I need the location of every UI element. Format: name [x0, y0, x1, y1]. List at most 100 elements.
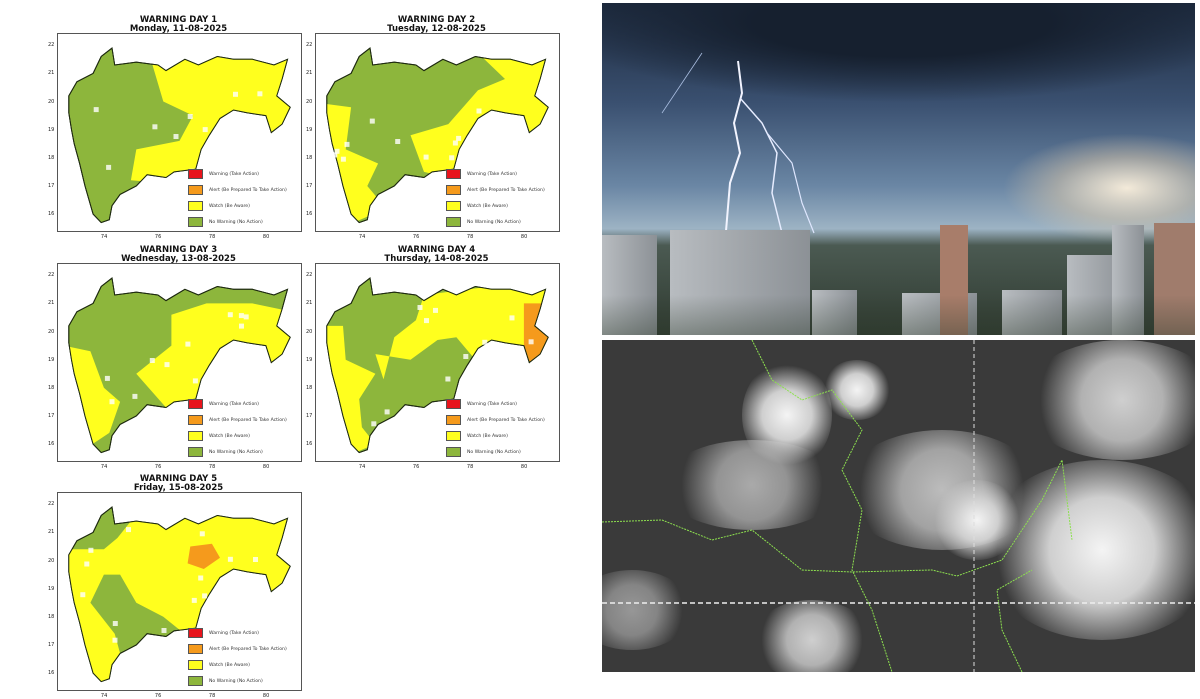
legend-label: Alert (Be Prepared To Take Action): [209, 647, 287, 652]
district-icon: [253, 557, 258, 562]
legend-item: Alert (Be Prepared To Take Action): [188, 641, 287, 657]
map-frame: 22 21 20 19 18 17 16 74 76 78 80 Warning (Take Acti…: [57, 263, 302, 462]
legend-swatch: [188, 660, 203, 670]
x-tick-label: 76: [155, 693, 161, 699]
district-icon: [233, 92, 238, 97]
y-tick-label: 16: [306, 211, 312, 217]
map-title: WARNING DAY 1 Monday, 11-08-2025: [57, 16, 300, 34]
x-tick-label: 76: [155, 234, 161, 240]
legend-label: Warning (Take Action): [209, 172, 259, 177]
map-legend: Warning (Take Action) Alert (Be Prepared …: [446, 396, 545, 460]
map-title: WARNING DAY 2 Tuesday, 12-08-2025: [315, 16, 558, 34]
y-tick-label: 18: [48, 385, 54, 391]
district-icon: [482, 340, 487, 345]
lightning-over-city-photo: [602, 3, 1195, 335]
y-tick-label: 19: [306, 357, 312, 363]
legend-swatch: [188, 399, 203, 409]
legend-swatch: [446, 185, 461, 195]
district-icon: [476, 363, 481, 368]
y-tick-label: 21: [48, 300, 54, 306]
x-tick-label: 74: [101, 234, 107, 240]
district-icon: [335, 149, 340, 154]
district-icon: [185, 342, 190, 347]
district-icon: [510, 315, 515, 320]
district-icon: [341, 157, 346, 162]
map-legend: Warning (Take Action) Alert (Be Prepared …: [446, 166, 545, 230]
legend-swatch: [188, 169, 203, 179]
district-icon: [383, 426, 388, 431]
legend-swatch: [188, 447, 203, 457]
x-tick-label: 76: [155, 464, 161, 470]
district-icon: [418, 305, 423, 310]
legend-item: Alert (Be Prepared To Take Action): [188, 412, 287, 428]
y-tick-label: 19: [48, 127, 54, 133]
legend-swatch: [446, 217, 461, 227]
district-icon: [244, 314, 249, 319]
legend-item: Warning (Take Action): [446, 166, 545, 182]
district-icon: [110, 399, 115, 404]
district-icon: [188, 114, 193, 119]
legend-swatch: [188, 185, 203, 195]
x-tick-label: 78: [209, 464, 215, 470]
legend-label: Alert (Be Prepared To Take Action): [209, 418, 287, 423]
legend-label: No Warning (No Action): [209, 679, 263, 684]
legend-label: No Warning (No Action): [209, 220, 263, 225]
legend-item: Watch (Be Aware): [188, 198, 287, 214]
legend-swatch: [188, 644, 203, 654]
legend-swatch: [446, 399, 461, 409]
district-icon: [113, 638, 118, 643]
district-icon: [193, 378, 198, 383]
district-icon: [424, 318, 429, 323]
legend-item: No Warning (No Action): [446, 444, 545, 460]
legend-label: Watch (Be Aware): [467, 434, 508, 439]
district-icon: [113, 621, 118, 626]
map-legend: Warning (Take Action) Alert (Be Prepared …: [188, 396, 287, 460]
legend-item: Alert (Be Prepared To Take Action): [446, 412, 545, 428]
y-tick-label: 22: [48, 501, 54, 507]
district-icon: [490, 390, 495, 395]
legend-swatch: [188, 628, 203, 638]
district-icon: [456, 136, 461, 141]
district-icon: [152, 124, 157, 129]
map-legend: Warning (Take Action) Alert (Be Prepared …: [188, 166, 287, 230]
district-icon: [200, 531, 205, 536]
x-tick-label: 76: [413, 234, 419, 240]
legend-item: Alert (Be Prepared To Take Action): [188, 182, 287, 198]
district-icon: [192, 598, 197, 603]
legend-item: Watch (Be Aware): [446, 428, 545, 444]
district-icon: [80, 592, 85, 597]
district-icon: [463, 354, 468, 359]
x-tick-label: 80: [263, 693, 269, 699]
legend-item: Watch (Be Aware): [188, 657, 287, 673]
district-icon: [515, 363, 520, 368]
district-icon: [132, 394, 137, 399]
district-icon: [106, 165, 111, 170]
y-tick-label: 22: [306, 42, 312, 48]
legend-label: Alert (Be Prepared To Take Action): [467, 418, 545, 423]
map-frame: 22 21 20 19 18 17 16 74 76 78 80 Warning (Take Acti…: [315, 33, 560, 232]
y-tick-label: 17: [306, 413, 312, 419]
legend-item: Warning (Take Action): [446, 396, 545, 412]
y-tick-label: 18: [306, 155, 312, 161]
district-icon: [453, 141, 458, 146]
district-icon: [494, 115, 499, 120]
district-icon: [154, 191, 159, 196]
y-tick-label: 18: [48, 155, 54, 161]
district-icon: [210, 379, 215, 384]
y-tick-label: 20: [48, 558, 54, 564]
y-tick-label: 18: [48, 614, 54, 620]
x-tick-label: 80: [521, 234, 527, 240]
district-icon: [174, 134, 179, 139]
y-tick-label: 16: [48, 441, 54, 447]
legend-label: Alert (Be Prepared To Take Action): [209, 188, 287, 193]
legend-swatch: [446, 201, 461, 211]
x-tick-label: 74: [101, 693, 107, 699]
district-icon: [203, 127, 208, 132]
district-icon: [433, 308, 438, 313]
map-title: WARNING DAY 5 Friday, 15-08-2025: [57, 475, 300, 493]
legend-label: No Warning (No Action): [209, 450, 263, 455]
district-icon: [477, 109, 482, 114]
legend-swatch: [188, 217, 203, 227]
map-title: WARNING DAY 3 Wednesday, 13-08-2025: [57, 246, 300, 264]
district-icon: [105, 376, 110, 381]
